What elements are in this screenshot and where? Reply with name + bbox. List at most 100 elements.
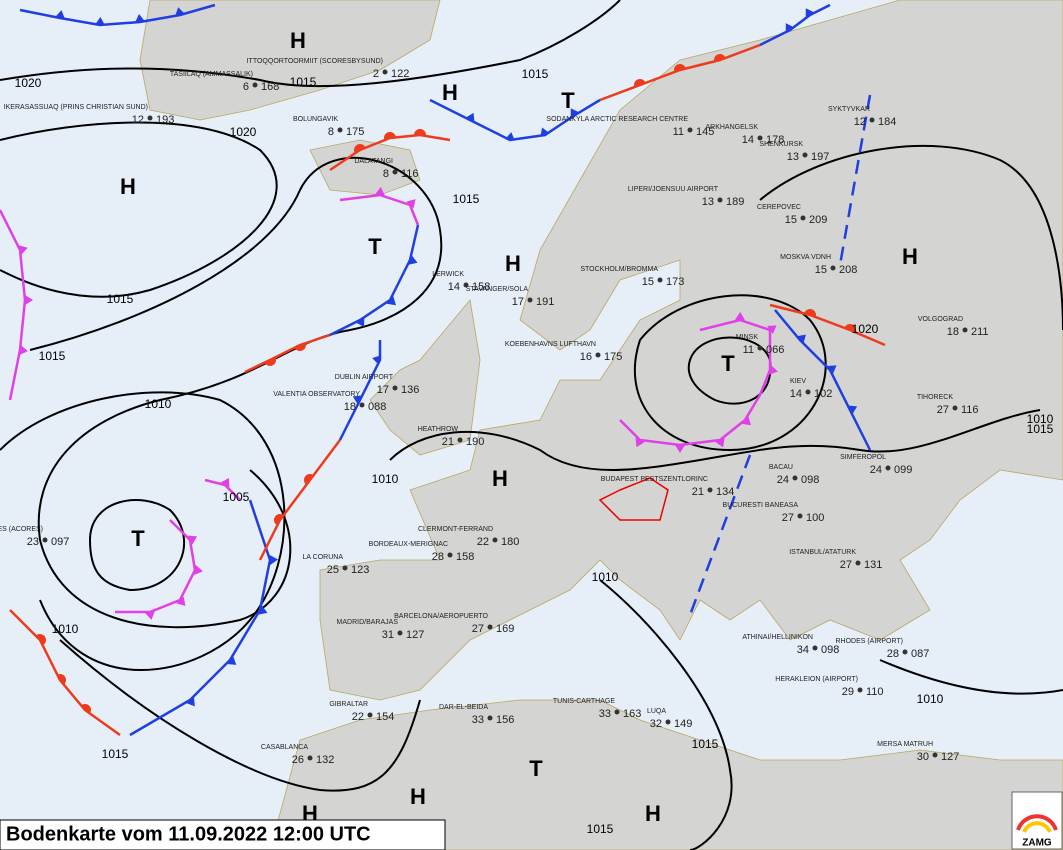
station-pressure: 122	[391, 68, 409, 80]
station-dot	[857, 687, 863, 693]
station-dot	[487, 715, 493, 721]
station-temp: 17	[377, 384, 389, 396]
station-temp: 30	[917, 751, 929, 763]
station-temp: 31	[382, 629, 394, 641]
station-pressure: 127	[406, 629, 424, 641]
station-pressure: 149	[674, 718, 692, 730]
station-dot	[382, 69, 388, 75]
station-dot	[952, 405, 958, 411]
station-pressure: 116	[961, 404, 979, 416]
station-dot	[307, 755, 313, 761]
station-name: ATHINAI/HELLINIKON	[742, 634, 813, 641]
station-name: VALENTIA OBSERVATORY	[273, 391, 360, 398]
station-temp: 18	[947, 326, 959, 338]
station-temp: 14	[790, 388, 802, 400]
station-temp: 32	[650, 718, 662, 730]
station-pressure: 211	[971, 326, 989, 338]
station-name: TIHORECK	[917, 394, 954, 401]
station-name: LERWICK	[432, 271, 464, 278]
station-name: DUBLIN AIRPORT	[335, 374, 394, 381]
station-name: BARCELONA/AEROPUERTO	[394, 613, 488, 620]
station-dot	[337, 127, 343, 133]
station-pressure: 102	[814, 388, 832, 400]
station-dot	[802, 152, 808, 158]
station-dot	[252, 82, 258, 88]
station-dot	[457, 437, 463, 443]
isobar-label: 1010	[372, 472, 399, 486]
station-dot	[757, 345, 763, 351]
logo-arc	[1022, 821, 1052, 833]
station-pressure: 087	[911, 648, 929, 660]
station-dot	[800, 215, 806, 221]
station-temp: 13	[702, 196, 714, 208]
station-name: GIBRALTAR	[329, 701, 368, 708]
logo: ZAMG	[1022, 838, 1052, 849]
station-temp: 28	[432, 551, 444, 563]
station-temp: 13	[787, 151, 799, 163]
station-pressure: 145	[696, 126, 714, 138]
station-name: CASABLANCA	[261, 744, 308, 751]
station-pressure: 132	[316, 754, 334, 766]
station-temp: 33	[599, 708, 611, 720]
pressure-center: T	[131, 526, 145, 551]
station-name: LAJES (ACORES)	[0, 526, 43, 533]
station-dot	[595, 352, 601, 358]
station-dot	[797, 513, 803, 519]
station-dot	[687, 127, 693, 133]
logo-box	[1011, 791, 1063, 850]
station-temp: 24	[870, 464, 882, 476]
station-pressure: 208	[839, 264, 857, 276]
station-pressure: 097	[51, 536, 69, 548]
station-name: SIMFEROPOL	[840, 454, 886, 461]
station-temp: 28	[887, 648, 899, 660]
station-pressure: 131	[864, 559, 882, 571]
station-name: VOLGOGRAD	[918, 316, 963, 323]
station-temp: 14	[448, 281, 460, 293]
station-name: DALATANGI	[354, 158, 393, 165]
station-dot	[885, 465, 891, 471]
station-dot	[463, 282, 469, 288]
station-name: TUNIS-CARTHAGE	[553, 698, 615, 705]
station-temp: 22	[352, 711, 364, 723]
station-dot	[812, 645, 818, 651]
station-pressure: 184	[878, 116, 896, 128]
isobar-label: 1015	[290, 75, 317, 89]
station-dot	[147, 115, 153, 121]
station-name: DAR-EL-BEIDA	[439, 704, 488, 711]
station-temp: 17	[512, 296, 524, 308]
station-dot	[657, 277, 663, 283]
isobar-label: 1010	[917, 692, 944, 706]
station-pressure: 193	[156, 114, 174, 126]
station-dot	[932, 752, 938, 758]
station-temp: 2	[373, 68, 379, 80]
station-name: STOCKHOLM/BROMMA	[580, 266, 658, 273]
station-pressure: 099	[894, 464, 912, 476]
station-temp: 6	[243, 81, 249, 93]
isobar-label: 1015	[522, 67, 549, 81]
isobar-label: 1010	[52, 622, 79, 636]
station-temp: 16	[580, 351, 592, 363]
isobar-label: 1015	[1027, 422, 1054, 436]
isobar-label: 1005	[223, 490, 250, 504]
isobar-label: 1010	[145, 397, 172, 411]
station-name: TASIILAQ (AMMASSALIK)	[170, 71, 253, 78]
isobar-label: 1010	[1027, 412, 1054, 426]
station-name: HEATHROW	[418, 426, 459, 433]
isobar-label: 1015	[39, 349, 66, 363]
station-temp: 15	[642, 276, 654, 288]
station-temp: 26	[292, 754, 304, 766]
station-pressure: 189	[726, 196, 744, 208]
station-temp: 22	[477, 536, 489, 548]
station-pressure: 158	[456, 551, 474, 563]
station-pressure: 116	[401, 168, 419, 180]
station-pressure: 110	[866, 686, 884, 698]
station-dot	[487, 624, 493, 630]
station-pressure: 197	[811, 151, 829, 163]
station-temp: 11	[743, 344, 754, 356]
station-dot	[614, 709, 620, 715]
station-dot	[902, 649, 908, 655]
pressure-center: H	[442, 80, 458, 105]
station-pressure: 158	[472, 281, 490, 293]
